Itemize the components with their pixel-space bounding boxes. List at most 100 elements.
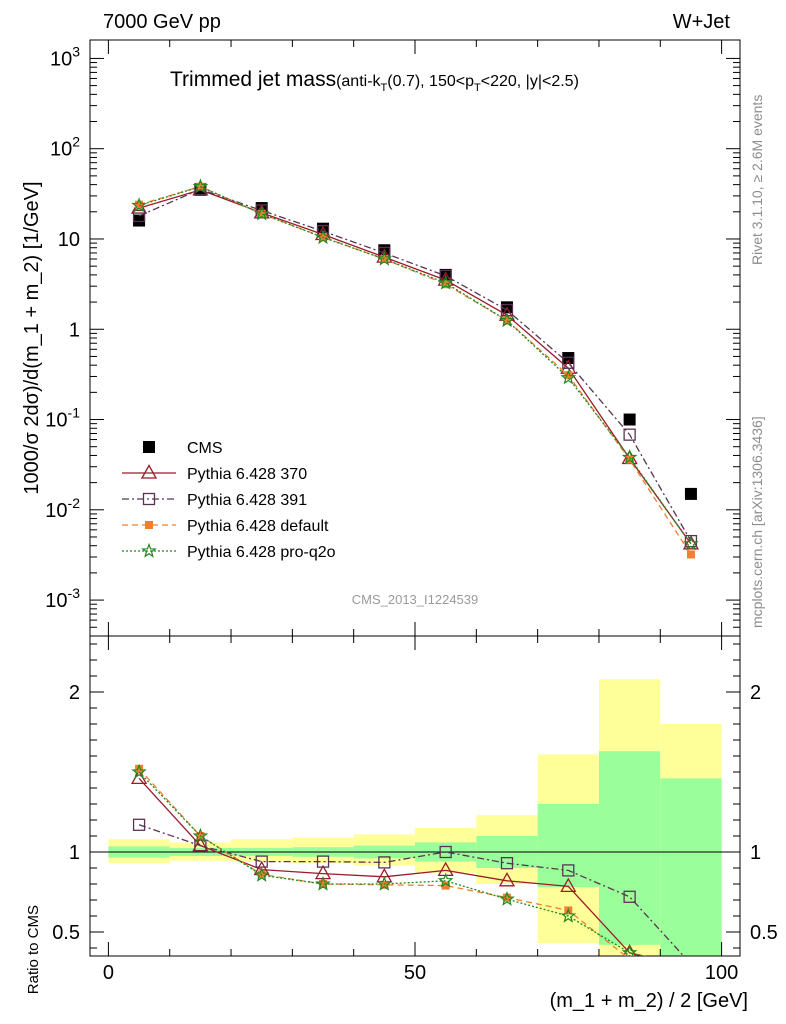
data-point-marker (135, 764, 144, 773)
data-point-marker (560, 877, 577, 893)
data-point-marker (192, 827, 209, 843)
main-y-tick-label: 103 (50, 43, 80, 70)
data-point-marker (499, 890, 515, 906)
data-point-marker (133, 214, 146, 227)
data-point-marker (135, 200, 144, 209)
data-point-marker (143, 441, 155, 453)
ratio-y-tick-label: 0.5 (52, 922, 80, 944)
data-point-marker (257, 209, 266, 218)
data-point-marker (253, 205, 270, 221)
data-point-marker (560, 369, 577, 385)
mcplots-label: mcplots.cern.ch [arXiv:1306.3436] (749, 416, 765, 628)
data-point-marker (682, 534, 700, 550)
data-point-marker (623, 890, 636, 903)
data-point-marker (502, 893, 511, 902)
data-point-marker (376, 250, 393, 266)
data-point-marker (562, 352, 575, 365)
data-point-marker (437, 274, 454, 290)
data-point-marker (131, 197, 147, 213)
data-point-marker (315, 229, 331, 245)
legend-label: Pythia 6.428 391 (187, 492, 307, 509)
data-point-marker (622, 943, 637, 956)
rivet-label: Rivet 3.1.10, ≥ 2.6M events (749, 95, 765, 265)
main-y-tick-label: 102 (50, 134, 80, 161)
data-point-marker (500, 857, 514, 870)
ratio-series-p391 (132, 818, 696, 970)
data-point-marker (562, 864, 575, 877)
ratio-line (138, 824, 685, 956)
main-y-tick-label: 1 (69, 319, 80, 341)
ratio-series-pproq2o (131, 763, 647, 956)
analysis-id: CMS_2013_I1224539 (352, 592, 479, 607)
data-point-marker (498, 871, 516, 887)
data-point-marker (560, 907, 577, 923)
data-point-marker (683, 535, 699, 551)
data-point-marker (439, 845, 452, 859)
data-point-marker (376, 867, 393, 883)
legend: CMS Pythia 6.428 370 Pythia 6.428 391 Pythi… (122, 440, 336, 561)
ratio-y-tick-label: 2 (69, 682, 80, 704)
data-point-marker (441, 881, 450, 890)
ratio-line (138, 771, 647, 956)
data-point-marker (142, 492, 156, 506)
data-point-marker (684, 960, 698, 973)
data-point-marker (315, 875, 331, 891)
data-point-marker (380, 880, 389, 889)
ratio-band-inner (660, 778, 722, 956)
main-y-tick-label: 10-2 (45, 495, 80, 522)
ratio-bands (108, 679, 722, 956)
main-y-axis-title: 1000/σ 2dσ)/d(m_1 + m_2) [1/GeV] (21, 181, 43, 494)
x-tick-label: 100 (705, 962, 738, 984)
chart-title-detail: (anti-kT(0.7), 150<pT<220, |y|<2.5) (336, 73, 579, 94)
data-point-marker (145, 521, 153, 529)
data-point-marker (141, 542, 157, 558)
beam-label: 7000 GeV pp (103, 11, 221, 33)
data-point-marker (685, 959, 696, 970)
data-point-marker (194, 839, 207, 852)
x-tick-label: 0 (103, 962, 114, 984)
data-point-marker (499, 312, 515, 328)
data-point-marker (623, 413, 636, 426)
legend-label: Pythia 6.428 370 (187, 466, 307, 483)
data-point-marker (684, 487, 697, 500)
main-y-tick-label: 10-1 (45, 405, 80, 432)
process-label: W+Jet (673, 11, 731, 33)
data-point-marker (621, 449, 638, 465)
data-point-marker (131, 763, 147, 779)
series-line (138, 188, 692, 542)
data-point-marker (376, 875, 393, 891)
chart-title-main: Trimmed jet mass (170, 68, 336, 91)
legend-label: Pythia 6.428 default (187, 518, 329, 535)
series-line (138, 185, 692, 545)
data-point-marker (140, 464, 158, 479)
data-point-marker (564, 371, 573, 380)
data-point-marker (687, 974, 695, 982)
data-point-marker (686, 550, 695, 559)
series-line (138, 189, 692, 545)
ratio-band-inner (598, 751, 661, 945)
data-point-marker (132, 818, 146, 831)
ratio-y-tick-label-right: 1 (750, 842, 761, 864)
data-point-marker (257, 870, 266, 879)
ratio-y-axis-title: Ratio to CMS (25, 905, 42, 994)
x-tick-label: 50 (404, 962, 426, 984)
data-point-marker (132, 209, 146, 223)
data-point-marker (623, 428, 636, 441)
data-point-marker (502, 316, 511, 325)
ratio-band-inner (537, 804, 599, 888)
data-point-marker (562, 356, 575, 369)
data-point-marker (621, 944, 638, 956)
data-point-marker (441, 280, 450, 289)
data-point-marker (319, 880, 328, 888)
data-point-marker (316, 855, 330, 868)
data-point-marker (378, 856, 391, 869)
legend-label: CMS (187, 440, 223, 457)
data-point-marker (192, 178, 209, 194)
ratio-y-tick-label: 1 (69, 842, 80, 864)
series-pproq2o (131, 178, 699, 551)
chart-title: Trimmed jet mass(anti-kT(0.7), 150<pT<22… (170, 68, 579, 94)
legend-label: Pythia 6.428 pro-q2o (187, 544, 336, 561)
main-y-tick-label: 10-3 (45, 585, 80, 612)
data-point-marker (437, 872, 454, 888)
